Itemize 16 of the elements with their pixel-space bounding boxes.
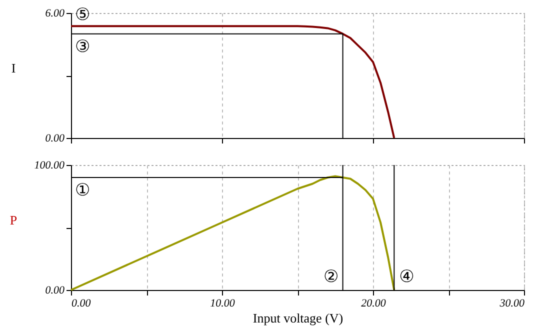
x-tick-label: 0.00 — [72, 298, 92, 310]
y-axis-title: P — [10, 212, 18, 228]
y-tick-label: 6.00 — [45, 8, 65, 20]
annotation: ⑤ — [75, 5, 90, 26]
x-tick-label: 30.00 — [498, 298, 525, 310]
annotation: ④ — [399, 267, 414, 287]
y-axis-title: I — [11, 60, 16, 76]
annotation: ① — [75, 180, 90, 200]
annotation: ③ — [75, 36, 90, 57]
x-tick-label: 20.00 — [361, 298, 386, 310]
annotation: ② — [324, 267, 339, 287]
y-tick-label: 100.00 — [34, 160, 65, 172]
x-axis-title: Input voltage (V) — [252, 310, 344, 326]
y-tick-label: 0.00 — [45, 284, 65, 296]
y-tick-label: 0.00 — [45, 132, 65, 144]
x-tick-label: 10.00 — [210, 298, 236, 310]
